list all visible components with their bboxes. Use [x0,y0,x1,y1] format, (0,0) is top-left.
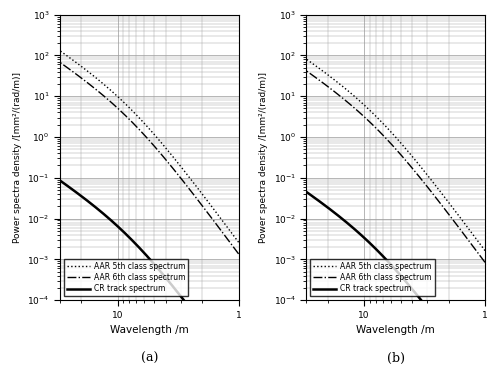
AAR 5th class spectrum [57,49,63,53]
AAR 5th class spectrum [96,78,102,83]
Line: AAR 5th class spectrum: AAR 5th class spectrum [306,59,485,251]
AAR 6th class spectrum [360,113,366,117]
CR track spectrum [57,178,63,183]
Line: AAR 5th class spectrum: AAR 5th class spectrum [60,51,238,242]
AAR 6th class spectrum [343,98,349,103]
AAR 5th class spectrum [157,139,163,143]
AAR 6th class spectrum [464,236,470,240]
AAR 6th class spectrum [218,227,224,232]
Legend: AAR 5th class spectrum, AAR 6th class spectrum, CR track spectrum: AAR 5th class spectrum, AAR 6th class sp… [310,259,434,296]
AAR 5th class spectrum [304,57,310,61]
AAR 6th class spectrum [57,60,63,65]
AAR 5th class spectrum [340,84,345,89]
Y-axis label: Power spectra density /[mm²/(rad/m)]: Power spectra density /[mm²/(rad/m)] [12,72,22,243]
AAR 6th class spectrum [482,260,488,265]
CR track spectrum [360,234,366,238]
CR track spectrum [410,288,416,292]
AAR 5th class spectrum [482,249,488,253]
AAR 6th class spectrum [404,159,409,163]
AAR 6th class spectrum [410,167,416,171]
AAR 6th class spectrum [113,104,119,109]
AAR 5th class spectrum [218,216,224,220]
CR track spectrum [404,280,409,284]
AAR 5th class spectrum [164,146,170,151]
AAR 6th class spectrum [96,90,102,94]
CR track spectrum [343,220,349,224]
AAR 5th class spectrum [404,147,409,152]
AAR 5th class spectrum [410,155,416,159]
AAR 5th class spectrum [464,224,470,228]
CR track spectrum [96,208,102,213]
CR track spectrum [93,205,99,210]
AAR 5th class spectrum [343,87,349,91]
Y-axis label: Power spectra density /[mm²/(rad/m)]: Power spectra density /[mm²/(rad/m)] [259,72,268,243]
Line: CR track spectrum: CR track spectrum [306,192,485,366]
CR track spectrum [464,357,470,361]
AAR 5th class spectrum [360,101,366,105]
Legend: AAR 5th class spectrum, AAR 6th class spectrum, CR track spectrum: AAR 5th class spectrum, AAR 6th class sp… [64,259,188,296]
CR track spectrum [157,269,163,273]
X-axis label: Wavelength /m: Wavelength /m [356,325,435,335]
Line: AAR 6th class spectrum: AAR 6th class spectrum [60,63,238,254]
CR track spectrum [113,223,119,227]
CR track spectrum [304,190,310,194]
AAR 6th class spectrum [304,69,310,73]
CR track spectrum [340,217,345,221]
CR track spectrum [218,346,224,350]
Line: AAR 6th class spectrum: AAR 6th class spectrum [306,71,485,262]
Text: (a): (a) [140,351,158,365]
AAR 5th class spectrum [236,240,242,244]
AAR 6th class spectrum [340,96,345,100]
CR track spectrum [164,276,170,281]
AAR 6th class spectrum [157,150,163,155]
AAR 5th class spectrum [113,93,119,97]
AAR 6th class spectrum [164,158,170,163]
Line: CR track spectrum: CR track spectrum [60,180,238,366]
AAR 5th class spectrum [93,76,99,80]
AAR 6th class spectrum [236,252,242,256]
Text: (b): (b) [386,351,404,365]
X-axis label: Wavelength /m: Wavelength /m [110,325,188,335]
AAR 6th class spectrum [93,87,99,92]
